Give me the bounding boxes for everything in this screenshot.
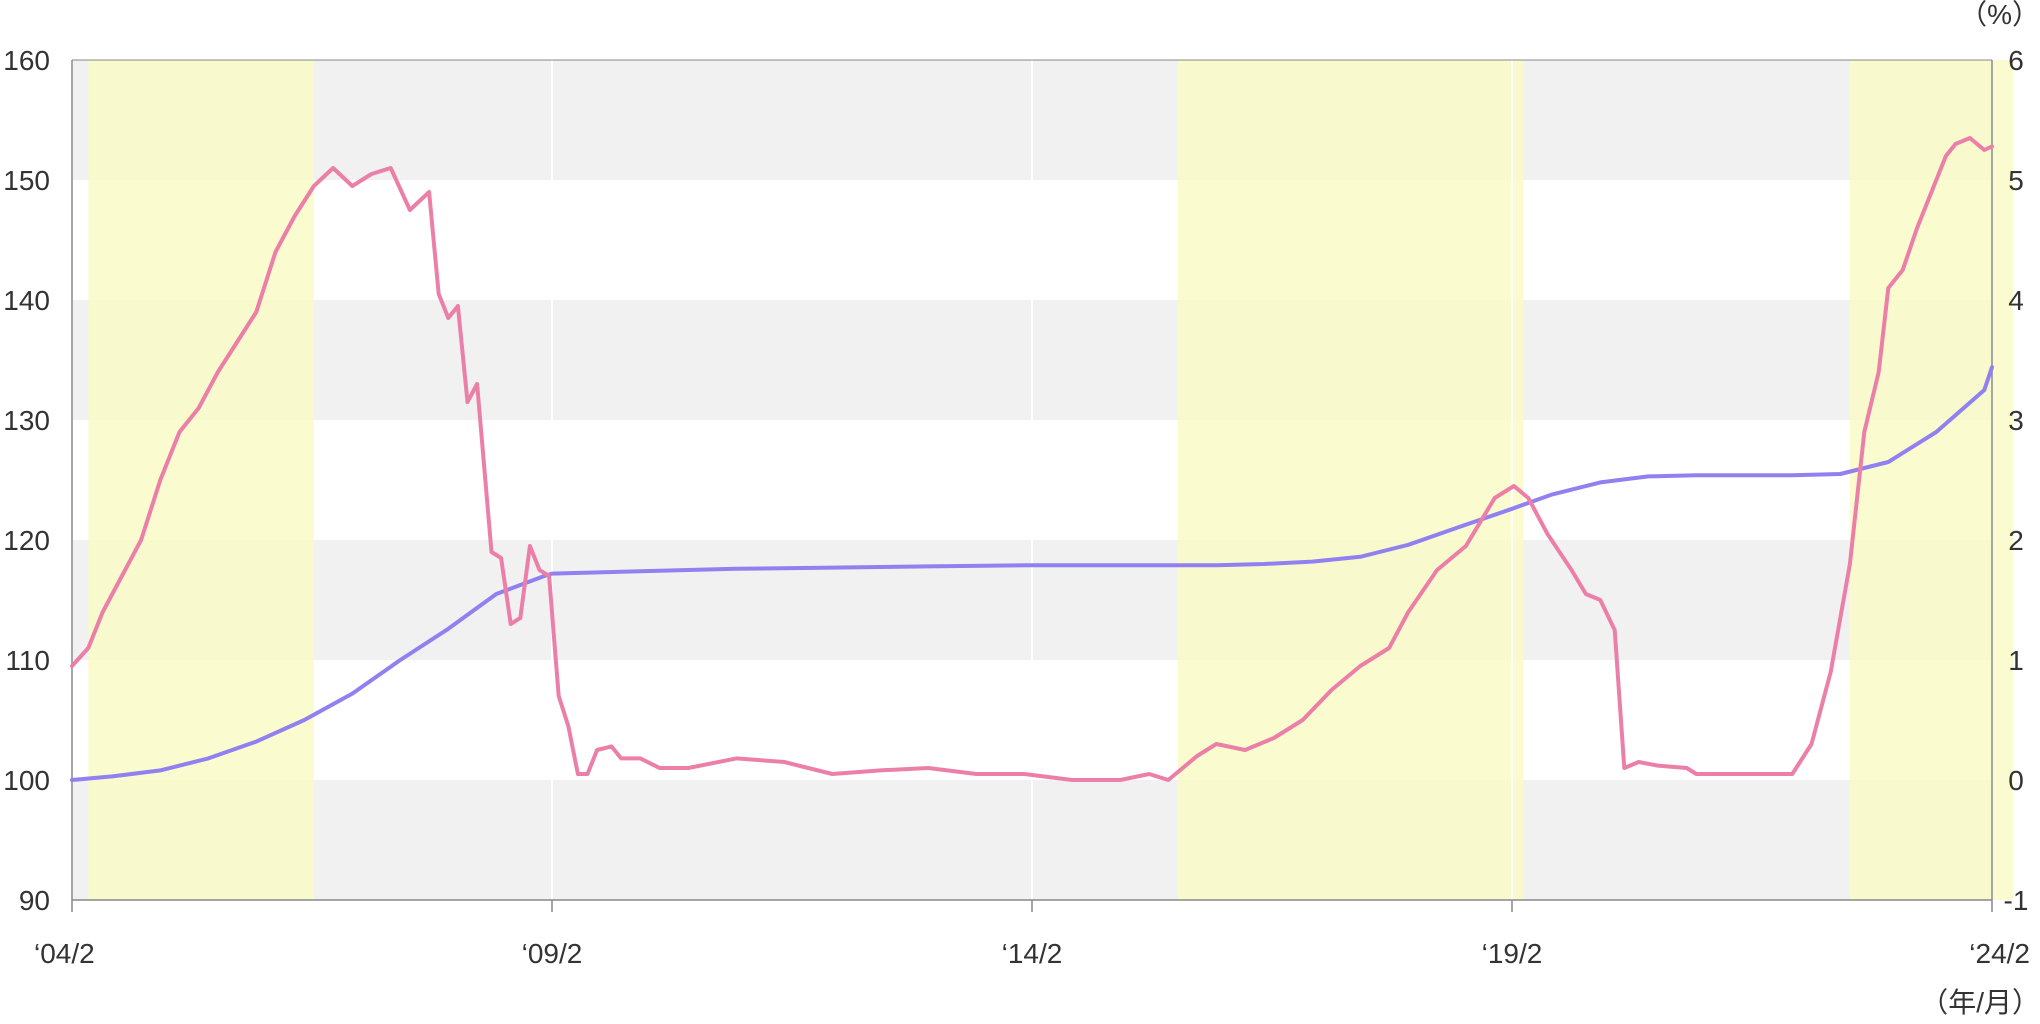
right-tick-label: 1 (2008, 645, 2024, 676)
x-tick-label: ‘09/2 (522, 938, 583, 969)
series-line-left-axis (70, 365, 1994, 782)
series-line-right-axis (70, 136, 1994, 782)
left-tick-label: 90 (19, 885, 50, 916)
left-tick-label: 160 (3, 45, 50, 76)
right-tick-label: 5 (2008, 165, 2024, 196)
x-axis-unit: （年/月） (1920, 987, 2040, 1018)
left-tick-label: 100 (3, 765, 50, 796)
right-tick-label: 2 (2008, 525, 2024, 556)
left-tick-label: 110 (5, 645, 50, 676)
left-tick-label: 130 (3, 405, 50, 436)
x-tick-label: ‘19/2 (1482, 938, 1543, 969)
left-tick-label: 140 (3, 285, 50, 316)
left-tick-label: 120 (3, 525, 50, 556)
right-tick-label: 6 (2008, 45, 2024, 76)
highlight-period (1177, 60, 1524, 900)
right-axis-unit: （%） (1959, 0, 2040, 30)
x-tick-label: ‘14/2 (1002, 938, 1063, 969)
right-tick-label: -1 (2004, 885, 2029, 916)
left-tick-label: 150 (3, 165, 50, 196)
right-tick-label: 4 (2008, 285, 2024, 316)
x-tick-label: ‘24/2 (1969, 938, 2030, 969)
right-tick-label: 0 (2008, 765, 2024, 796)
right-tick-label: 3 (2008, 405, 2024, 436)
highlight-period (1849, 60, 2014, 900)
x-tick-label: ‘04/2 (34, 938, 95, 969)
